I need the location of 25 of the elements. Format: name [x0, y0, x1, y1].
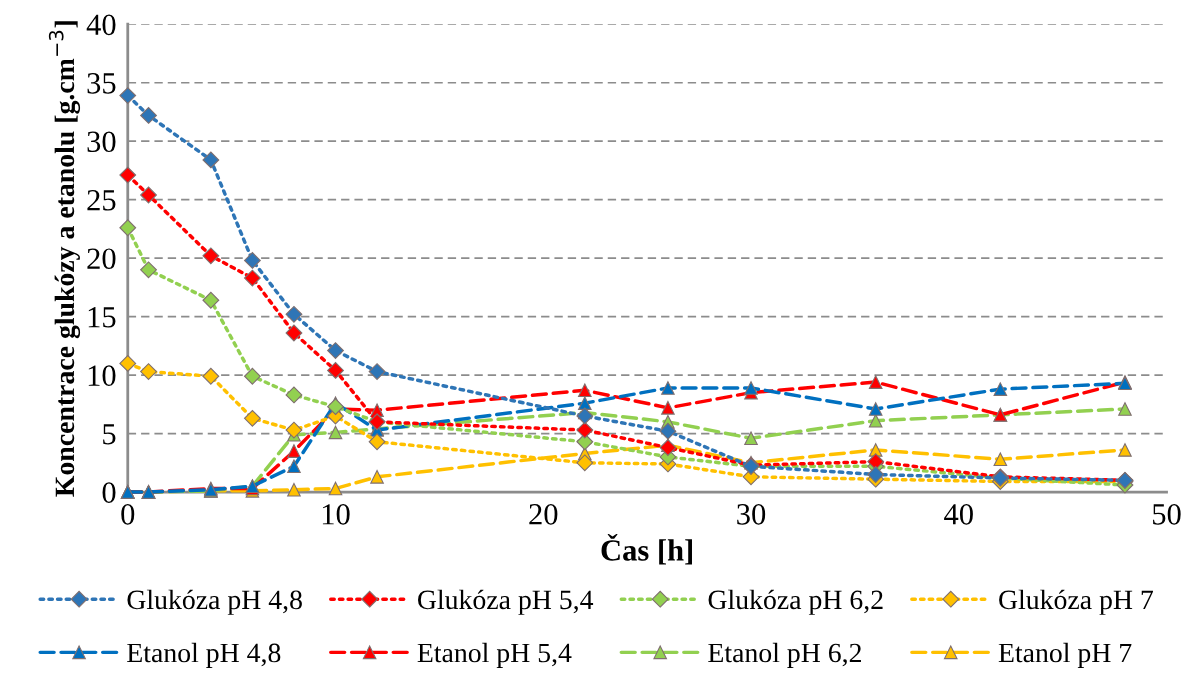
y-tick-label: 30 — [87, 131, 116, 153]
legend-label: Etanol pH 4,8 — [127, 642, 281, 668]
x-tick-label: 0 — [121, 504, 135, 525]
legend-label: Etanol pH 7 — [998, 642, 1132, 668]
x-tick-label: 50 — [1153, 504, 1181, 525]
legend-label: Glukóza pH 4,8 — [127, 589, 302, 615]
legend-label: Etanol pH 6,2 — [708, 642, 861, 668]
y-axis-title: Koncentrace glukózy a etanolu [g.cm$^{−3}$] — [48, 21, 81, 497]
y-tick-label: 40 — [86, 14, 116, 36]
x-axis-title: Čas [h] — [601, 533, 692, 565]
legend-label: Glukóza pH 7 — [999, 589, 1153, 615]
y-tick-label: 35 — [87, 73, 116, 94]
x-tick-label: 30 — [737, 504, 766, 525]
y-tick-label: 20 — [87, 248, 116, 270]
y-tick-label: 25 — [87, 190, 116, 211]
legend-label: Glukóza pH 6,2 — [708, 589, 883, 615]
y-tick-label: 5 — [103, 424, 116, 445]
y-tick-label: 0 — [102, 482, 116, 503]
legend-label: Glukóza pH 5,4 — [418, 589, 594, 615]
y-tick-label: 15 — [88, 307, 116, 328]
x-tick-label: 20 — [529, 504, 558, 525]
y-tick-label: 10 — [88, 365, 116, 386]
legend-label: Etanol pH 5,4 — [417, 642, 572, 668]
x-tick-label: 10 — [322, 504, 350, 525]
x-tick-label: 40 — [944, 504, 973, 525]
